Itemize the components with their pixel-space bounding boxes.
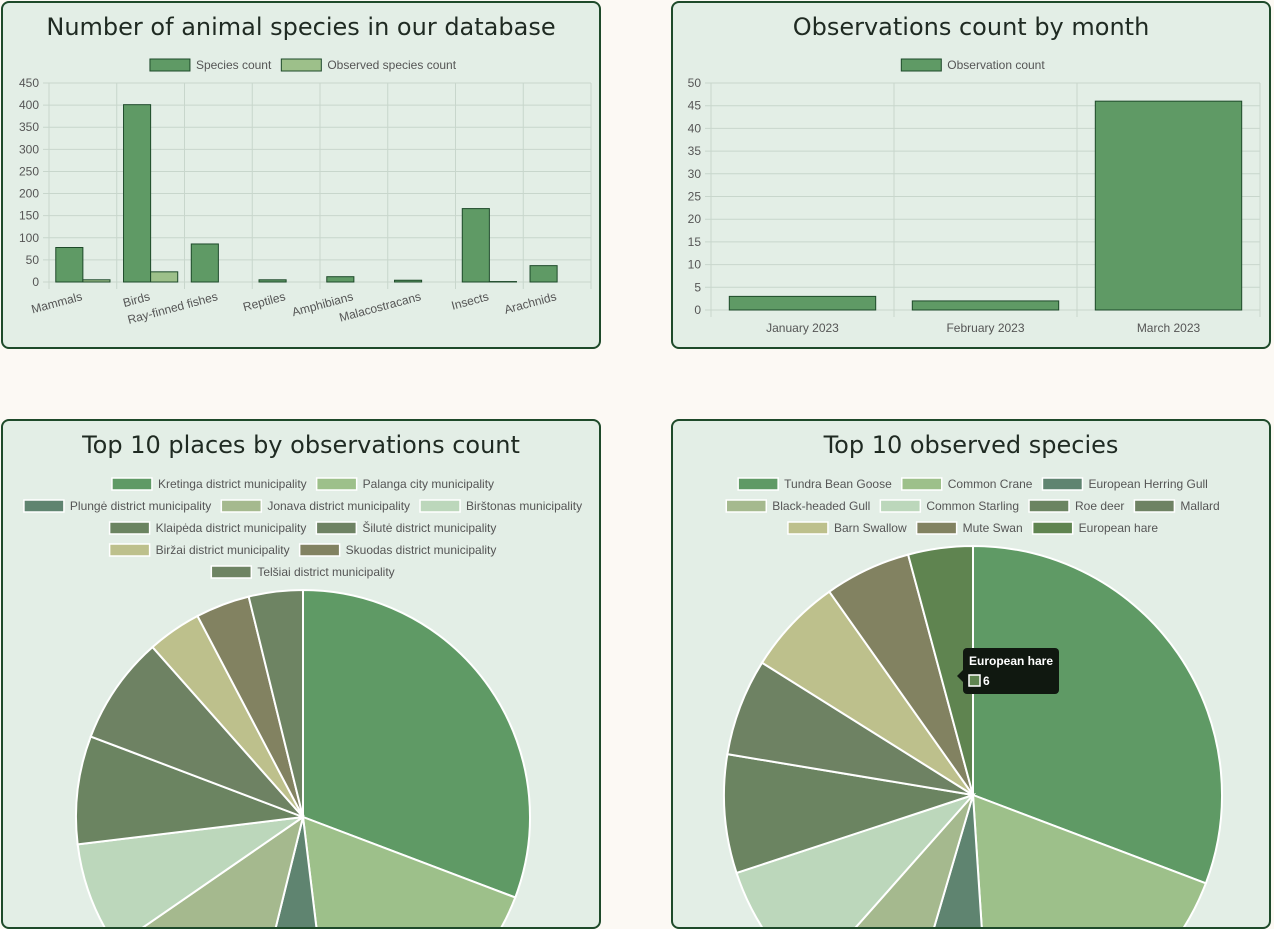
legend-label: Black-headed Gull xyxy=(772,499,870,513)
y-tick-label: 10 xyxy=(688,258,702,272)
legend-swatch xyxy=(150,59,190,71)
bar xyxy=(56,248,83,282)
y-tick-label: 5 xyxy=(694,280,701,294)
legend-swatch xyxy=(1042,478,1082,490)
legend-swatch xyxy=(420,500,460,512)
legend-label: Biržai district municipality xyxy=(156,543,290,557)
y-tick-label: 50 xyxy=(688,76,702,90)
y-tick-label: 35 xyxy=(688,144,702,158)
bar xyxy=(462,209,489,282)
tooltip-swatch xyxy=(969,675,980,686)
legend-swatch xyxy=(902,478,942,490)
legend-swatch xyxy=(880,500,920,512)
legend-label: Mute Swan xyxy=(963,521,1023,535)
x-tick-label: March 2023 xyxy=(1137,321,1201,335)
legend-label: Plungė district municipality xyxy=(70,499,211,513)
top-species-card: Top 10 observed species Tundra Bean Goos… xyxy=(671,419,1271,929)
legend-swatch xyxy=(317,478,357,490)
x-tick-label: Arachnids xyxy=(503,289,558,316)
legend-label: Palanga city municipality xyxy=(363,477,494,491)
legend-swatch xyxy=(788,522,828,534)
legend-swatch xyxy=(917,522,957,534)
legend-label: Birštonas municipality xyxy=(466,499,582,513)
top-places-pie-chart[interactable]: Kretinga district municipality Palanga ci… xyxy=(3,421,601,929)
y-tick-label: 100 xyxy=(19,231,39,245)
legend-swatch xyxy=(300,544,340,556)
x-tick-label: January 2023 xyxy=(766,321,839,335)
y-tick-label: 300 xyxy=(19,142,39,156)
bar xyxy=(83,280,110,282)
legend-label: Roe deer xyxy=(1075,499,1124,513)
legend-label: Observation count xyxy=(947,58,1045,72)
legend-swatch xyxy=(281,59,321,71)
legend-label: Klaipėda district municipality xyxy=(156,521,307,535)
legend-label: Kretinga district municipality xyxy=(158,477,307,491)
y-tick-label: 25 xyxy=(688,190,702,204)
bar xyxy=(530,266,557,282)
bar xyxy=(729,296,875,310)
y-tick-label: 30 xyxy=(688,167,702,181)
legend-label: Species count xyxy=(196,58,272,72)
x-tick-label: Insects xyxy=(450,289,490,312)
x-tick-label: February 2023 xyxy=(946,321,1024,335)
bar xyxy=(151,272,178,282)
top-species-pie-chart[interactable]: Tundra Bean Goose Common Crane European He… xyxy=(673,421,1271,929)
legend-label: Tundra Bean Goose xyxy=(784,477,892,491)
legend-swatch xyxy=(316,522,356,534)
legend-swatch xyxy=(1029,500,1069,512)
legend-swatch xyxy=(112,478,152,490)
x-tick-label: Mammals xyxy=(30,289,84,316)
legend-label: Jonava district municipality xyxy=(267,499,410,513)
legend-swatch xyxy=(24,500,64,512)
legend-label: Šilutė district municipality xyxy=(362,520,496,535)
y-tick-label: 45 xyxy=(688,99,702,113)
legend-label: Common Starling xyxy=(926,499,1019,513)
legend-swatch xyxy=(110,544,150,556)
y-tick-label: 0 xyxy=(32,275,39,289)
legend-swatch xyxy=(211,566,251,578)
legend-label: European Herring Gull xyxy=(1088,477,1207,491)
legend-label: Barn Swallow xyxy=(834,521,907,535)
y-tick-label: 50 xyxy=(26,253,40,267)
bar xyxy=(395,280,422,282)
bar xyxy=(124,105,151,282)
y-tick-label: 250 xyxy=(19,164,39,178)
bar xyxy=(912,301,1058,310)
y-tick-label: 0 xyxy=(694,303,701,317)
legend-label: Skuodas district municipality xyxy=(346,543,497,557)
bar xyxy=(1095,101,1241,310)
y-tick-label: 350 xyxy=(19,120,39,134)
bar xyxy=(191,244,218,282)
y-tick-label: 20 xyxy=(688,212,702,226)
legend-swatch xyxy=(221,500,261,512)
legend-label: Mallard xyxy=(1180,499,1219,513)
legend-swatch xyxy=(901,59,941,71)
x-tick-label: Reptiles xyxy=(241,289,287,314)
y-tick-label: 200 xyxy=(19,187,39,201)
legend-label: Common Crane xyxy=(948,477,1033,491)
y-tick-label: 15 xyxy=(688,235,702,249)
y-tick-label: 400 xyxy=(19,98,39,112)
tooltip-value: 6 xyxy=(983,674,990,688)
legend-swatch xyxy=(1033,522,1073,534)
legend-label: Telšiai district municipality xyxy=(257,565,394,579)
legend-swatch xyxy=(110,522,150,534)
legend-swatch xyxy=(1134,500,1174,512)
top-places-card: Top 10 places by observations count Kret… xyxy=(1,419,601,929)
legend-label: Observed species count xyxy=(327,58,456,72)
y-tick-label: 450 xyxy=(19,76,39,90)
y-tick-label: 40 xyxy=(688,121,702,135)
bar xyxy=(259,280,286,282)
tooltip-title: European hare xyxy=(969,654,1053,668)
legend-label: European hare xyxy=(1079,521,1159,535)
species-count-card: Number of animal species in our database… xyxy=(1,1,601,349)
tooltip: European hare 6 xyxy=(957,648,1059,694)
legend-swatch xyxy=(726,500,766,512)
bar xyxy=(327,277,354,282)
y-tick-label: 150 xyxy=(19,209,39,223)
legend-swatch xyxy=(738,478,778,490)
observations-by-month-chart[interactable]: 0 5 10 15 20 25 30 35 40 45 50 January 2023 February… xyxy=(673,3,1271,349)
